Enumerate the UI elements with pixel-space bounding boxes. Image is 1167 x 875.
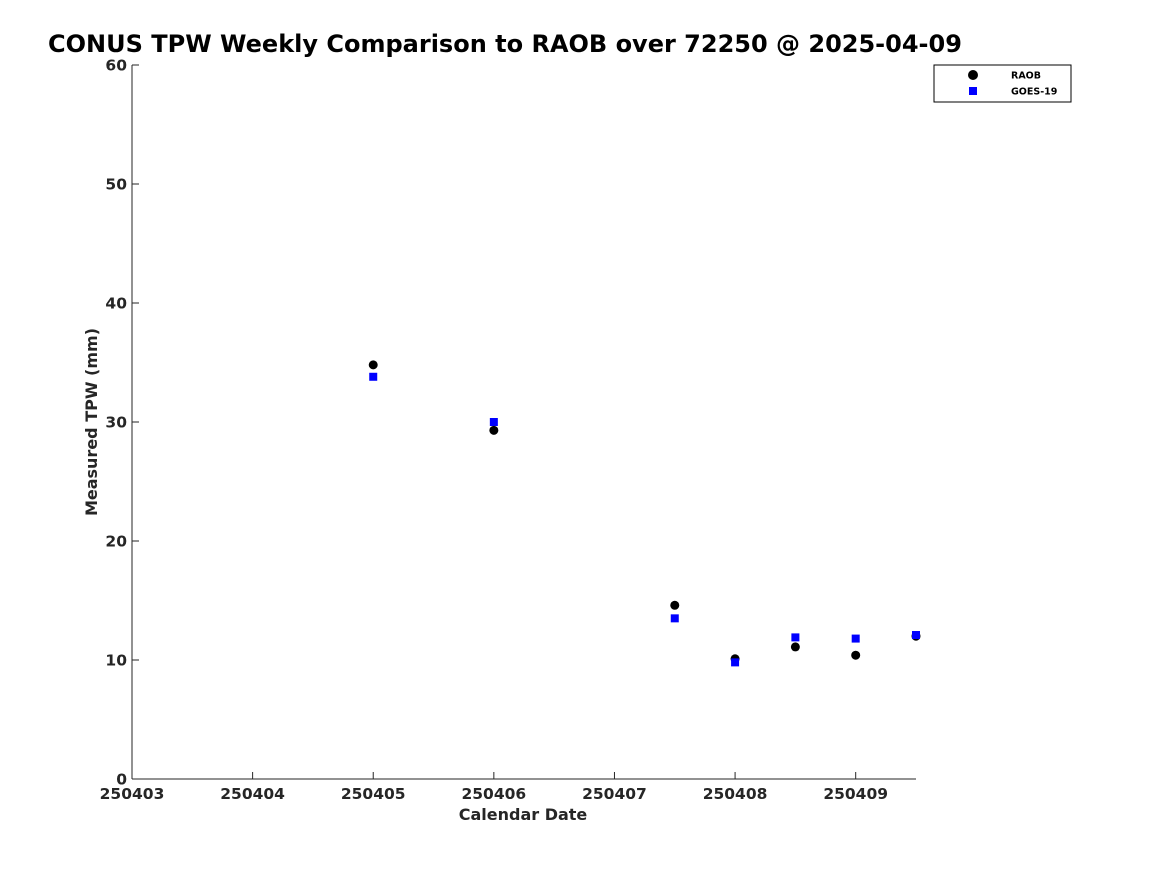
y-tick-label: 0 — [116, 771, 127, 789]
raob-point — [670, 600, 680, 610]
legend-label: RAOB — [1011, 71, 1041, 82]
x-tick-label: 250405 — [341, 785, 406, 803]
x-axis-label: Calendar Date — [459, 805, 588, 824]
y-tick-label: 20 — [105, 533, 127, 551]
y-tick-label: 50 — [105, 176, 127, 194]
raob-point — [489, 425, 499, 435]
goes-19-point — [489, 418, 498, 426]
goes-19-point — [670, 614, 679, 623]
y-tick-label: 60 — [105, 57, 127, 75]
data-points — [368, 360, 921, 667]
x-tick-label: 250406 — [461, 785, 526, 803]
legend-marker-raob — [968, 70, 978, 80]
goes-19-point — [731, 658, 740, 667]
raob-point — [368, 360, 378, 370]
raob-point — [790, 642, 800, 652]
y-tick-label: 40 — [105, 295, 127, 313]
x-tick-label: 250407 — [582, 785, 647, 803]
x-tick-label: 250403 — [100, 785, 165, 803]
x-tick-label: 250409 — [823, 785, 888, 803]
chart-title: CONUS TPW Weekly Comparison to RAOB over… — [48, 30, 962, 58]
goes-19-point — [369, 372, 378, 381]
legend-label: GOES-19 — [1011, 87, 1057, 98]
y-axis-label: Measured TPW (mm) — [82, 328, 101, 516]
y-tick-label: 30 — [105, 414, 127, 432]
goes-19-point — [851, 634, 860, 643]
x-tick-label: 250404 — [220, 785, 285, 803]
legend-marker-goes-19 — [969, 87, 977, 95]
goes-19-point — [791, 633, 800, 642]
legend-box — [933, 64, 1072, 103]
axes: 0 10 20 30 40 50 60 250403 250404 250405 250406 250… — [100, 57, 916, 803]
x-tick-label: 250408 — [703, 785, 768, 803]
goes-19-point — [912, 631, 920, 640]
legend: RAOB GOES-19 — [933, 64, 1072, 103]
raob-point — [851, 650, 861, 660]
y-tick-label: 10 — [105, 652, 127, 670]
